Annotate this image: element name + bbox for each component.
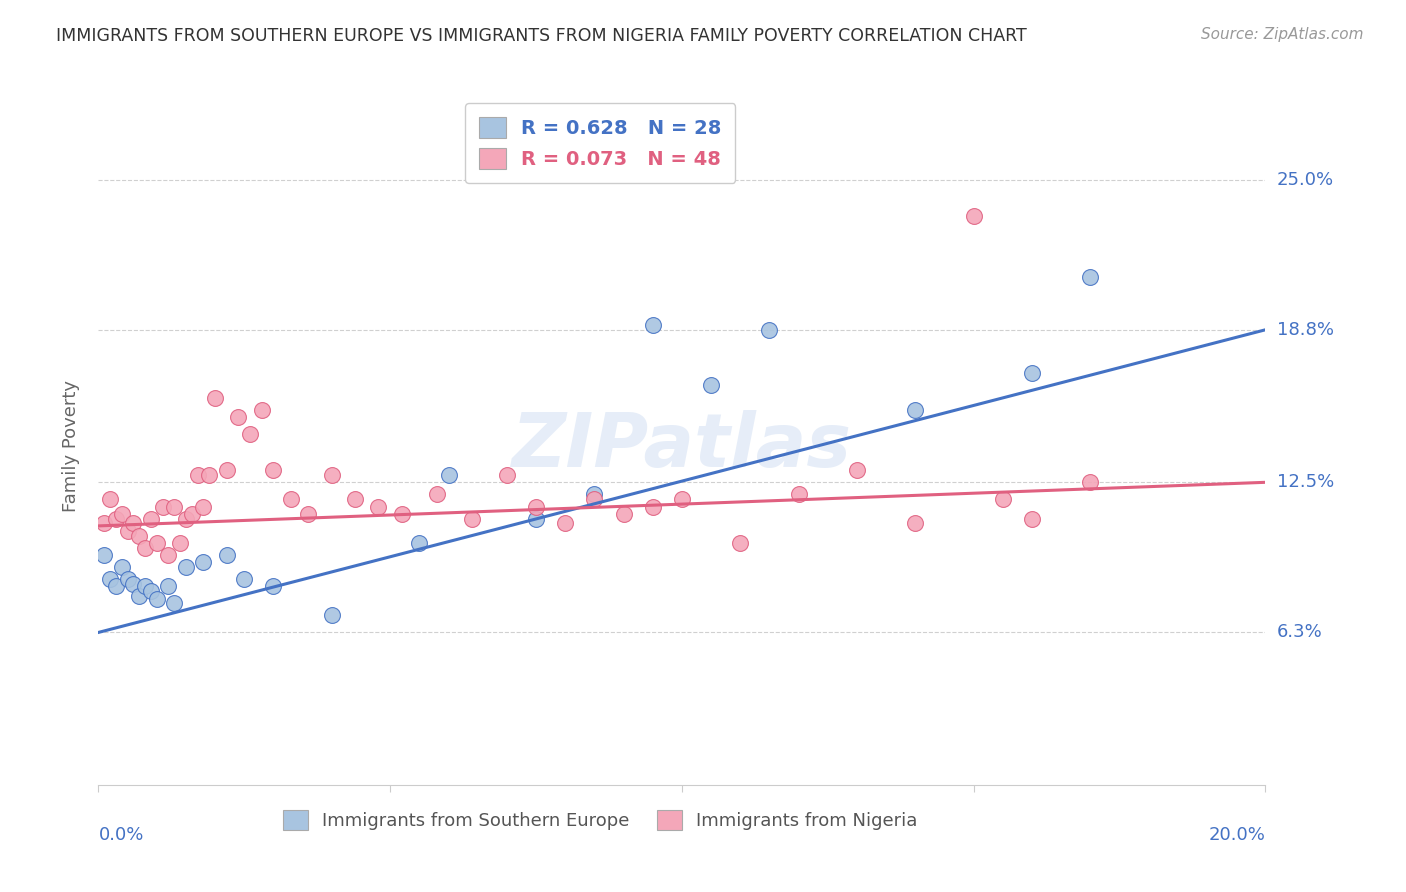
Point [228,409,250,424]
Point [846,463,869,477]
Point [641,500,664,514]
Point [904,402,927,417]
Point [98,492,121,507]
Point [104,511,127,525]
Point [146,591,169,606]
Text: 6.3%: 6.3% [1277,624,1322,641]
Point [163,596,186,610]
Point [367,500,389,514]
Point [391,507,413,521]
Point [128,589,150,603]
Point [128,528,150,542]
Point [239,426,262,441]
Point [554,516,576,531]
Point [1021,511,1043,525]
Point [461,511,484,525]
Text: 25.0%: 25.0% [1277,170,1334,189]
Point [700,378,723,392]
Text: Source: ZipAtlas.com: Source: ZipAtlas.com [1201,27,1364,42]
Point [111,507,134,521]
Point [524,500,547,514]
Point [991,492,1014,507]
Point [198,468,221,483]
Point [524,511,547,525]
Point [730,536,752,550]
Point [117,524,139,538]
Point [758,323,780,337]
Point [117,572,139,586]
Point [204,391,226,405]
Point [180,507,202,521]
Point [163,500,186,514]
Point [193,500,215,514]
Point [169,536,191,550]
Point [1080,475,1102,490]
Point [98,572,121,586]
Point [1080,269,1102,284]
Point [104,579,127,593]
Point [215,548,238,562]
Point [426,487,449,501]
Point [962,209,984,223]
Point [215,463,238,477]
Point [193,555,215,569]
Point [139,511,162,525]
Point [321,608,343,623]
Point [344,492,367,507]
Point [111,560,134,574]
Point [280,492,302,507]
Point [233,572,256,586]
Point [93,516,115,531]
Text: 20.0%: 20.0% [1209,826,1265,844]
Point [139,584,162,599]
Legend: Immigrants from Southern Europe, Immigrants from Nigeria: Immigrants from Southern Europe, Immigra… [276,803,925,837]
Point [297,507,319,521]
Point [408,536,430,550]
Point [321,468,343,483]
Y-axis label: Family Poverty: Family Poverty [62,380,80,512]
Text: 12.5%: 12.5% [1277,474,1334,491]
Point [671,492,693,507]
Point [1021,367,1043,381]
Point [93,548,115,562]
Point [122,516,145,531]
Point [174,560,197,574]
Text: IMMIGRANTS FROM SOUTHERN EUROPE VS IMMIGRANTS FROM NIGERIA FAMILY POVERTY CORREL: IMMIGRANTS FROM SOUTHERN EUROPE VS IMMIG… [56,27,1026,45]
Text: ZIPatlas: ZIPatlas [512,409,852,483]
Point [146,536,169,550]
Point [904,516,927,531]
Text: 0.0%: 0.0% [98,826,143,844]
Point [583,487,606,501]
Point [134,579,156,593]
Point [583,492,606,507]
Point [157,548,180,562]
Point [134,541,156,555]
Point [787,487,810,501]
Point [496,468,519,483]
Point [612,507,634,521]
Point [262,463,284,477]
Point [250,402,273,417]
Point [187,468,209,483]
Point [262,579,284,593]
Point [152,500,174,514]
Point [437,468,460,483]
Point [122,577,145,591]
Point [174,511,197,525]
Point [157,579,180,593]
Point [641,318,664,332]
Text: 18.8%: 18.8% [1277,321,1333,339]
